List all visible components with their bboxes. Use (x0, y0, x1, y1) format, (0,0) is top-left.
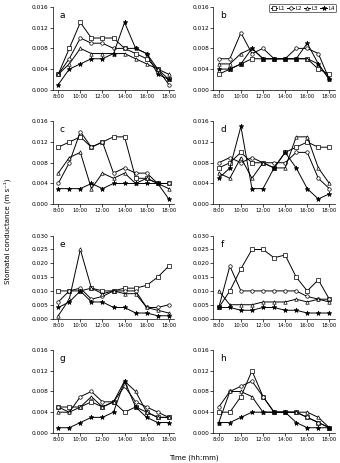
Text: Stomatal conductance (m s⁻¹): Stomatal conductance (m s⁻¹) (4, 179, 11, 284)
Text: f: f (221, 240, 224, 249)
Text: e: e (60, 240, 66, 249)
Text: d: d (221, 125, 226, 134)
Text: Time (hh:mm): Time (hh:mm) (169, 454, 219, 461)
Text: c: c (60, 125, 65, 134)
Text: b: b (221, 11, 226, 20)
Legend: L1, L2, L3, L4: L1, L2, L3, L4 (269, 4, 336, 12)
Text: a: a (60, 11, 66, 20)
Text: h: h (221, 354, 226, 363)
Text: g: g (60, 354, 66, 363)
